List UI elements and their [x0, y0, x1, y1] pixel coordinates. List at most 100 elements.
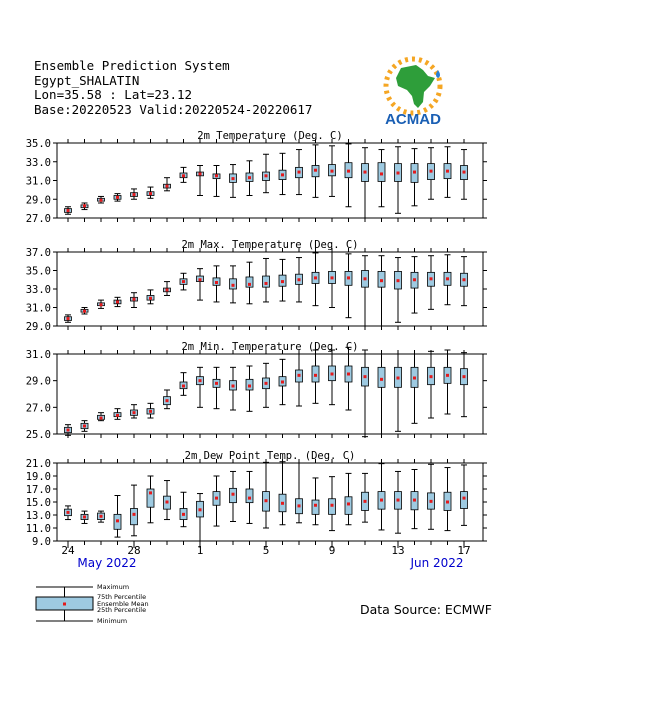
box-2 [80, 420, 89, 432]
iqr-box [245, 488, 254, 504]
box-3 [97, 299, 105, 309]
mean-marker [281, 501, 284, 505]
iqr-box [130, 508, 138, 526]
system-title: Ensemble Prediction System [34, 58, 230, 73]
box-19 [361, 147, 369, 219]
plot-frame [56, 142, 484, 219]
mean-marker [83, 204, 86, 208]
logo-text: ACMAD [385, 111, 441, 128]
box-11 [229, 265, 237, 304]
mean-marker [264, 499, 268, 503]
mean-marker [231, 384, 235, 388]
box-9 [196, 366, 204, 408]
box-25 [460, 352, 468, 418]
box-25 [460, 149, 468, 200]
box-9 [196, 493, 204, 542]
box-8 [179, 272, 188, 291]
mean-marker [132, 411, 136, 415]
box-19 [361, 472, 369, 523]
box-23 [427, 350, 435, 419]
mean-marker [413, 376, 416, 380]
box-24 [443, 254, 452, 306]
mean-marker [248, 176, 251, 180]
mean-marker [429, 499, 433, 503]
y-tick-label: 31.0 [26, 349, 51, 361]
box-22 [410, 256, 419, 314]
mean-marker [116, 195, 119, 199]
iqr-box [245, 276, 254, 288]
base-valid-dates: Base:20220523 Valid:20220524-20220617 [34, 101, 313, 117]
y-tick-label: 35.0 [26, 266, 51, 278]
box-23 [427, 147, 435, 200]
y-tick-label: 17.0 [26, 484, 51, 496]
mean-marker [314, 168, 317, 172]
mean-marker [231, 492, 235, 496]
box-21 [394, 257, 402, 323]
mean-marker [99, 514, 103, 518]
mean-marker [446, 373, 449, 377]
mean-marker [132, 193, 136, 197]
mean-marker [363, 277, 367, 281]
mean-marker [462, 170, 466, 174]
mean-marker [347, 502, 350, 506]
mean-marker [429, 375, 433, 379]
box-12 [245, 470, 254, 524]
iqr-box [311, 499, 320, 515]
mean-marker [198, 508, 202, 512]
mean-marker [314, 503, 317, 507]
mean-marker [314, 373, 317, 377]
data-source: Data Source: ECMWF [360, 602, 492, 617]
box-25 [460, 256, 468, 307]
box-7 [163, 389, 171, 410]
mean-marker [149, 192, 152, 196]
box-21 [394, 353, 402, 432]
mean-marker [380, 498, 383, 502]
iqr-box [262, 275, 270, 288]
x-day-label: 24 [61, 544, 75, 557]
mean-marker [380, 279, 383, 283]
mean-marker [215, 174, 218, 178]
box-17 [328, 251, 336, 308]
box-1 [64, 424, 72, 436]
mean-marker [396, 171, 400, 175]
station-name: Egypt_SHALATIN [34, 72, 140, 88]
mean-marker [149, 409, 152, 413]
mean-marker [297, 504, 301, 508]
box-7 [163, 177, 171, 192]
box-5 [130, 292, 138, 308]
box-14 [278, 461, 287, 526]
box-21 [394, 146, 402, 214]
box-17 [328, 476, 336, 532]
mean-marker [297, 373, 301, 377]
coordinates: Lon=35.58 : Lat=23.12 [34, 87, 193, 102]
box-5 [130, 484, 138, 537]
box-16 [311, 477, 320, 526]
box-2 [80, 307, 89, 315]
box-4 [113, 193, 122, 202]
mean-marker [297, 278, 301, 282]
y-tick-label: 31.0 [26, 176, 51, 188]
legend-mean-marker [63, 602, 66, 606]
box-20 [377, 255, 386, 327]
mean-marker [215, 281, 218, 285]
box-12 [245, 365, 254, 412]
mean-marker [198, 379, 202, 383]
legend-label-mean: Ensemble Mean [97, 600, 149, 608]
box-7 [163, 480, 171, 521]
box-16 [311, 252, 320, 307]
box-13 [262, 362, 270, 408]
box-8 [179, 166, 188, 183]
box-10 [212, 366, 221, 410]
x-month-label: Jun 2022 [409, 556, 463, 570]
y-tick-label: 15.0 [26, 497, 51, 509]
x-day-label: 9 [329, 544, 336, 557]
box-18 [344, 472, 353, 526]
box-1 [64, 505, 72, 521]
y-tick-label: 25.0 [26, 429, 51, 441]
box-12 [245, 160, 254, 196]
mean-marker [462, 496, 466, 500]
box-25 [460, 464, 468, 526]
box-15 [295, 149, 303, 196]
mean-marker [66, 510, 70, 514]
box-19 [361, 349, 369, 438]
